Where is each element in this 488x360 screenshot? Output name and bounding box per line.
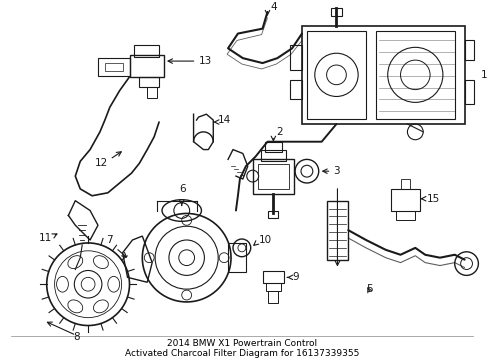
Bar [227,243,245,273]
Bar [257,164,288,189]
Text: 11: 11 [39,233,52,243]
Bar [390,189,419,211]
Bar [134,45,159,57]
Bar [268,291,278,303]
Bar [395,211,414,220]
Text: 2014 BMW X1 Powertrain Control: 2014 BMW X1 Powertrain Control [166,339,316,348]
Bar [252,159,293,194]
Text: 10: 10 [258,235,271,245]
Text: 12: 12 [95,158,108,168]
Bar [302,26,464,124]
Bar [326,201,347,260]
Text: 2: 2 [276,127,283,137]
Bar [464,80,473,104]
Bar [306,31,366,119]
Text: 3: 3 [333,166,340,176]
Text: 9: 9 [291,273,298,282]
Bar [464,40,473,60]
Text: 14: 14 [218,115,231,125]
Text: 4: 4 [270,2,277,12]
Bar [289,45,302,70]
Text: 6: 6 [179,184,185,194]
Text: 13: 13 [198,56,211,66]
Bar [375,31,454,119]
Bar [104,63,122,71]
Text: 5: 5 [366,284,372,294]
Text: 8: 8 [73,332,80,342]
Bar [265,283,281,291]
Bar [147,87,157,98]
Bar [289,80,302,99]
Bar [262,271,284,283]
Text: 15: 15 [426,194,440,204]
Bar [330,8,342,16]
Text: 7: 7 [105,235,112,245]
Bar [260,149,285,161]
Text: 1: 1 [479,70,486,80]
Bar [400,179,409,189]
Bar [264,142,282,152]
Bar [139,77,159,87]
Text: Activated Charcoal Filter Diagram for 16137339355: Activated Charcoal Filter Diagram for 16… [124,348,358,357]
Bar [129,55,163,77]
Bar [98,58,129,76]
Bar [268,211,278,219]
